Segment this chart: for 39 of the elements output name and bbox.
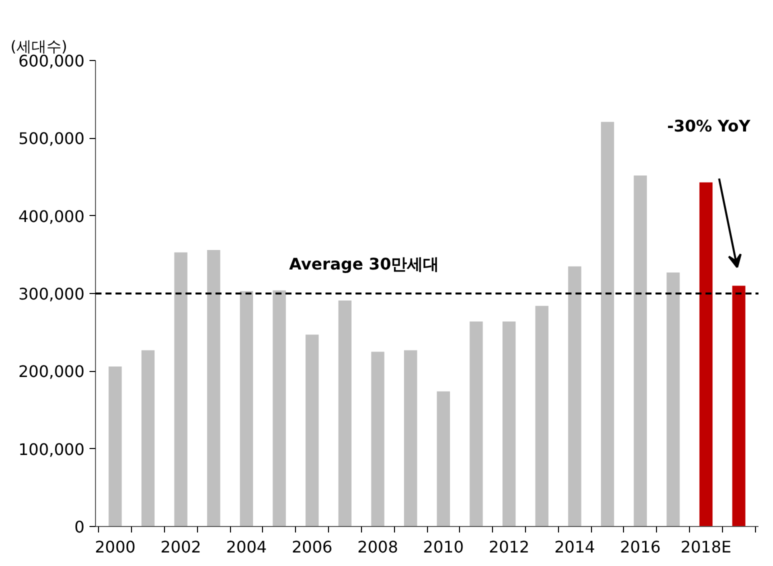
annotation: -30% YoY [667,116,751,136]
x-tick-label: 2006 [292,538,332,556]
x-tick-label: 2004 [226,538,267,556]
bar [207,250,220,526]
bar [634,175,647,526]
bar [470,321,483,526]
y-tick-label: 400,000 [18,206,85,226]
x-tick-label: 2008 [357,538,398,556]
x-tick-label: 2012 [488,538,530,556]
bar [600,122,614,526]
x-tick-label: 2014 [554,538,596,556]
y-tick-label: 500,000 [18,129,85,148]
y-tick-label: 0 [74,518,85,536]
bar [732,286,746,526]
x-tick-label: 2016 [620,538,661,556]
bar [666,272,680,526]
bar [404,350,418,526]
bar [272,290,286,526]
y-tick-label: 200,000 [18,362,85,382]
bar [502,321,516,526]
bar [141,350,155,526]
bar [108,366,122,526]
bar [699,182,713,526]
x-tick-label: 2002 [160,538,202,556]
x-tick-label: 2000 [94,538,136,556]
bar [306,334,319,526]
bar [338,300,352,526]
bar [371,352,384,526]
x-tick-label: 2018E [680,538,732,556]
x-tick-label: 2010 [423,538,464,556]
y-axis-title: (세대수) [10,38,68,56]
bar [568,266,582,526]
bar [174,252,188,526]
bar [535,306,548,526]
bar [436,391,450,526]
y-tick-label: 300,000 [18,284,85,304]
ref-line-label: Average 30만세대 [289,254,440,274]
bar [240,291,254,526]
y-tick-label: 100,000 [18,440,85,459]
